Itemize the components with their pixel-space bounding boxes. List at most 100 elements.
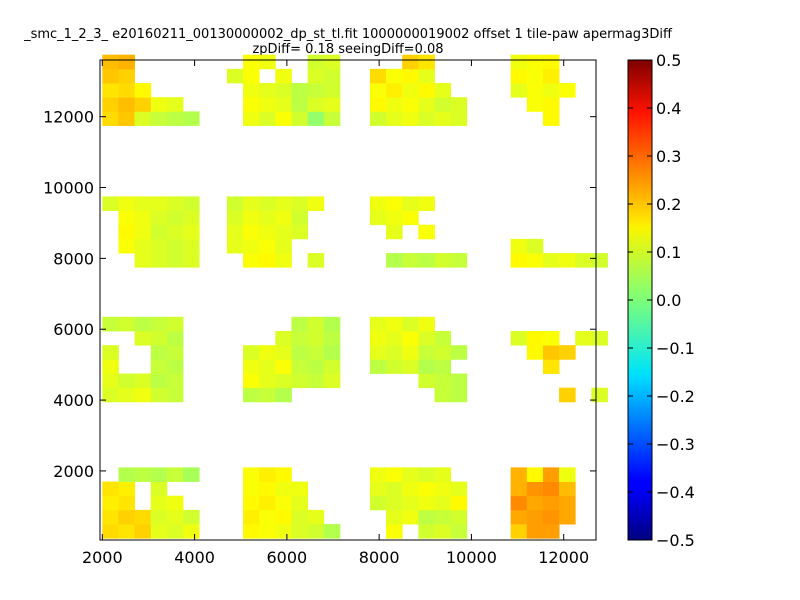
heatmap-cell [150, 387, 168, 403]
heatmap-cell [591, 253, 608, 268]
heatmap-cell [402, 495, 419, 511]
heatmap-cell [183, 210, 200, 226]
heatmap-cell [526, 83, 544, 98]
heatmap-cell [526, 524, 544, 539]
colorbar-tick-label: 0.4 [656, 99, 681, 118]
heatmap-cell [166, 224, 184, 240]
heatmap-cell [102, 316, 119, 332]
heatmap-cell [307, 373, 325, 389]
colorbar-tick-label: 0.0 [656, 291, 681, 310]
heatmap-cell [510, 331, 528, 346]
heatmap-cell [323, 83, 341, 98]
heatmap-cell [450, 345, 468, 360]
heatmap-cell [386, 97, 403, 112]
heatmap-cell [386, 68, 403, 84]
heatmap-cell [402, 111, 419, 126]
heatmap-cell [183, 509, 200, 525]
heatmap-cell [259, 54, 276, 70]
heatmap-cell [402, 210, 419, 226]
heatmap-cell [542, 331, 560, 346]
heatmap-cell [434, 253, 452, 268]
heatmap-cell [259, 373, 276, 389]
heatmap-cell [291, 373, 309, 389]
x-tick-label: 12000 [538, 548, 589, 567]
heatmap-cell [386, 509, 403, 525]
heatmap-cell [118, 467, 136, 482]
heatmap-cell [183, 467, 200, 482]
heatmap-cell [402, 467, 419, 482]
heatmap-cell [418, 253, 435, 268]
heatmap-cell [275, 467, 292, 482]
heatmap-cell [102, 387, 119, 403]
y-tick-label: 10000 [43, 179, 94, 198]
x-tick-label: 8000 [359, 548, 400, 567]
heatmap-cell [526, 68, 544, 84]
heatmap-cell [386, 481, 403, 497]
heatmap-cell [450, 495, 468, 511]
heatmap-cell [259, 481, 276, 497]
heatmap-cell [418, 481, 435, 497]
heatmap-cell [243, 481, 260, 497]
heatmap-cell [323, 54, 341, 70]
heatmap-cell [150, 238, 168, 254]
y-tick-label: 12000 [43, 108, 94, 127]
heatmap-cell [450, 253, 468, 268]
heatmap-cell [575, 253, 592, 268]
heatmap-cell [510, 54, 528, 70]
colorbar-tick-label: 0.3 [656, 147, 681, 166]
heatmap-cell [369, 481, 387, 497]
heatmap-cell [402, 83, 419, 98]
chart-title-line-2: zpDiff= 0.18 seeingDiff=0.08 [252, 42, 443, 57]
heatmap-cell [243, 509, 260, 525]
heatmap-cell [134, 196, 152, 211]
heatmap-cell [434, 111, 452, 126]
heatmap-cell [183, 111, 200, 126]
heatmap-cell [102, 196, 119, 211]
heatmap-cell [542, 495, 560, 511]
heatmap-cell [102, 373, 119, 389]
heatmap-cell [418, 359, 435, 374]
heatmap-cell [291, 316, 309, 332]
heatmap-cell [118, 97, 136, 112]
heatmap-cell [434, 97, 452, 112]
heatmap-cell [259, 224, 276, 240]
heatmap-cell [369, 68, 387, 84]
heatmap-cell [526, 509, 544, 525]
heatmap-cell [542, 83, 560, 98]
x-tick-label: 2000 [82, 548, 123, 567]
heatmap-cell [243, 97, 260, 112]
heatmap-cell [418, 524, 435, 539]
heatmap-cell [166, 253, 184, 268]
heatmap-cell [243, 54, 260, 70]
heatmap-cell [259, 210, 276, 226]
heatmap-cell [386, 524, 403, 539]
heatmap-cell [386, 495, 403, 511]
heatmap-cell [542, 68, 560, 84]
heatmap-cell [243, 495, 260, 511]
heatmap-cell [275, 111, 292, 126]
heatmap-cell [134, 467, 152, 482]
heatmap-cell [323, 373, 341, 389]
heatmap-cell [542, 524, 560, 539]
heatmap-cell [166, 509, 184, 525]
heatmap-cell [150, 359, 168, 374]
heatmap-cell [226, 196, 244, 211]
heatmap-cell [259, 387, 276, 403]
heatmap-cell [418, 373, 435, 389]
heatmap-cell [102, 83, 119, 98]
heatmap-cell [386, 316, 403, 332]
heatmap-cell [510, 481, 528, 497]
heatmap-cell [510, 495, 528, 511]
heatmap-cell [291, 83, 309, 98]
colorbar-tick-label: −0.5 [656, 531, 695, 550]
heatmap-cell [369, 359, 387, 374]
heatmap-cell [307, 524, 325, 539]
heatmap-cell [434, 373, 452, 389]
heatmap-cell [134, 97, 152, 112]
heatmap-cell [259, 467, 276, 482]
heatmap-cell [118, 481, 136, 497]
heatmap-cell [275, 224, 292, 240]
heatmap-cell [183, 224, 200, 240]
x-tick-label: 4000 [174, 548, 215, 567]
heatmap-cell [386, 345, 403, 360]
